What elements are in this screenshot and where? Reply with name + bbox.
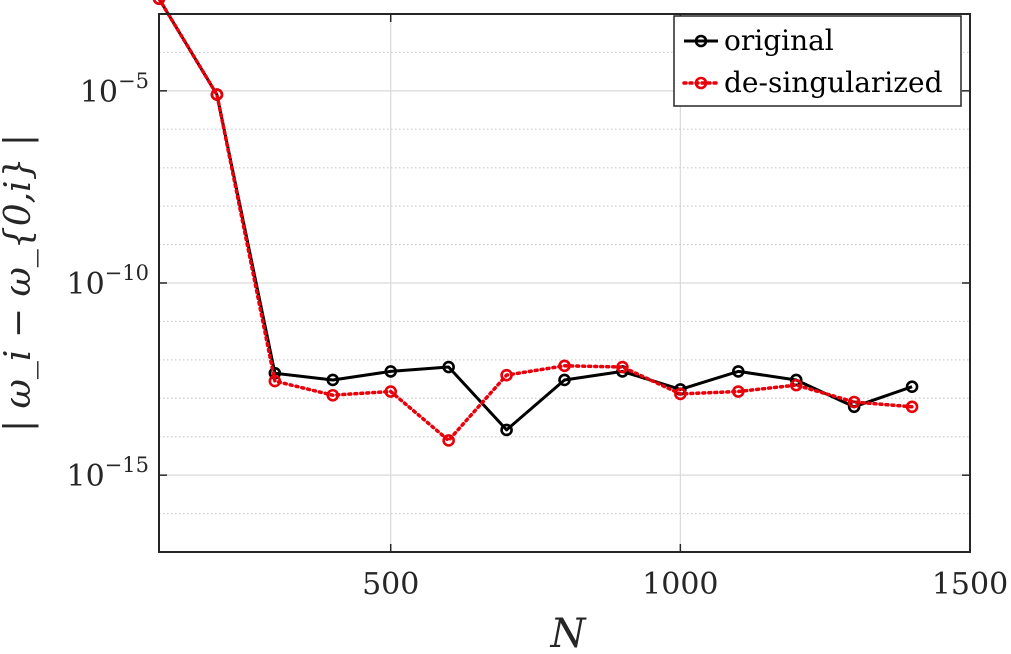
series-line-original — [158, 0, 913, 432]
y-tick-label: 10−10 — [66, 261, 149, 302]
data-point-de-singularized — [905, 400, 919, 414]
legend-item-original: original — [684, 24, 834, 57]
data-point-de-singularized — [616, 360, 629, 374]
data-point-de-singularized — [268, 374, 282, 388]
legend: original de-singularized — [673, 15, 962, 107]
legend-label-original: original — [724, 24, 834, 57]
x-ticks: 500 1000 1500 — [362, 14, 1008, 602]
data-point-de-singularized — [326, 388, 340, 402]
series-layer — [152, 0, 919, 447]
data-point-de-singularized — [442, 434, 455, 447]
legend-marker-de-singularized — [694, 76, 708, 90]
x-tick-label: 1000 — [642, 567, 718, 602]
data-point-de-singularized — [847, 395, 861, 409]
data-point-original — [442, 360, 455, 374]
data-point-original — [558, 373, 571, 387]
x-axis-title: N — [550, 611, 588, 654]
data-point-original — [847, 400, 861, 414]
data-point-de-singularized — [500, 368, 513, 382]
x-tick-label: 1500 — [932, 567, 1008, 602]
series-line-de-singularized — [157, 0, 914, 443]
legend-box — [673, 15, 962, 107]
legend-marker-original — [694, 34, 708, 48]
legend-label-de-singularized: de-singularized — [724, 66, 943, 99]
data-point-original — [731, 365, 745, 378]
y-tick-label: 10−15 — [66, 453, 149, 494]
data-point-de-singularized — [210, 88, 224, 101]
y-ticks: 10−5 10−10 10−15 — [66, 69, 970, 494]
data-point-de-singularized — [789, 378, 803, 392]
series-de-singularized — [152, 0, 919, 447]
x-tick-label: 500 — [362, 567, 419, 602]
data-point-de-singularized — [152, 0, 166, 6]
data-point-de-singularized — [674, 387, 687, 401]
data-point-de-singularized — [731, 385, 745, 398]
data-point-original — [500, 423, 513, 437]
y-tick-label: 10−5 — [80, 69, 149, 110]
data-point-de-singularized — [384, 385, 398, 398]
legend-item-de-singularized: de-singularized — [682, 66, 943, 99]
data-point-original — [789, 373, 803, 387]
data-point-original — [384, 365, 398, 378]
y-axis-title: | ω_i − ω_{0,i} | — [0, 134, 39, 432]
data-point-de-singularized — [558, 359, 571, 373]
data-point-original — [905, 380, 919, 394]
data-point-original — [326, 373, 340, 387]
